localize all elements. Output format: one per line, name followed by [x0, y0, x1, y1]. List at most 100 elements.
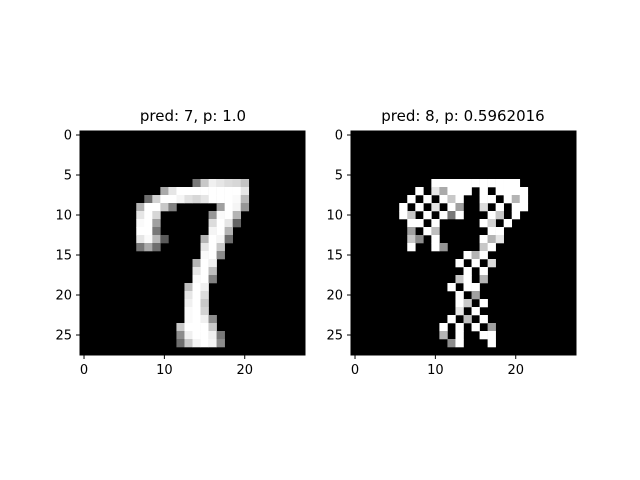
subplot-right-pixel [511, 195, 521, 204]
subplot-left-pixel [176, 195, 185, 204]
subplot-right-pixels [399, 179, 529, 348]
subplot-right-pixel [479, 235, 488, 244]
subplot-left-pixel [240, 203, 250, 212]
subplot-left-pixel [160, 203, 169, 212]
subplot-left-pixel [152, 219, 161, 228]
subplot-right-pixel [415, 219, 424, 228]
subplot-right-pixel [479, 267, 488, 276]
subplot-left-pixel [136, 227, 145, 236]
subplot-right-ticks: 0 10 20 0 5 10 15 20 25 [326, 129, 524, 379]
subplot-left-pixel [152, 211, 161, 220]
subplot-left-pixel [184, 291, 193, 300]
subplot-right-pixel [511, 211, 521, 220]
subplot-right-pixel [455, 339, 464, 348]
subplot-left-pixel [200, 235, 209, 244]
subplot-left-pixel [200, 339, 209, 348]
subplot-right-pixel [487, 227, 496, 236]
subplot-right-pixel [415, 203, 424, 212]
subplot-left-pixel [192, 259, 201, 268]
subplot-left-pixel [200, 259, 209, 268]
subplot-left-pixel [200, 179, 209, 188]
subplot-left-pixel [208, 195, 217, 204]
subplot-left-pixel [216, 251, 225, 260]
subplot-right-pixel [487, 331, 496, 340]
subplot-right-pixel [463, 299, 472, 308]
subplot-left-pixel [200, 291, 209, 300]
subplot-left-pixel [192, 307, 201, 316]
subplot-right-pixel [487, 323, 496, 332]
subplot-right-pixel [431, 219, 440, 228]
subplot-left-pixel [208, 331, 217, 340]
subplot-left-pixel [152, 243, 161, 252]
subplot-left-pixel [224, 227, 233, 236]
subplot-left-y-tick-label: 0 [64, 129, 72, 144]
subplot-left-pixel [224, 179, 233, 188]
subplot-left-pixel [192, 299, 201, 308]
subplot-left-pixel [216, 243, 225, 252]
subplot-left-pixel [136, 243, 145, 252]
subplot-left-pixel [192, 291, 201, 300]
subplot-left-pixel [192, 275, 201, 284]
subplot-right-y-tick-label: 0 [335, 129, 343, 144]
subplot-left-pixel [192, 331, 201, 340]
subplot-right-pixel [407, 243, 416, 252]
subplot-right-pixel [431, 235, 440, 244]
subplot-left-pixel [240, 187, 250, 196]
subplot-right-pixel [463, 275, 472, 284]
subplot-right-pixel [423, 195, 432, 204]
subplot-right-y-tick-label: 5 [335, 169, 343, 184]
subplot-right-pixel [455, 211, 464, 220]
subplot-right-pixel [455, 203, 464, 212]
subplot-left-pixel [152, 235, 161, 244]
subplot-right-x-tick-label: 10 [427, 363, 444, 378]
subplot-left-pixel [200, 187, 209, 196]
subplot-left-y-tick-label: 5 [64, 169, 72, 184]
subplot-right-pixel [511, 203, 521, 212]
subplot-right-pixel [399, 211, 408, 220]
subplot-right-pixel [471, 179, 480, 188]
subplot-right-pixel [423, 211, 432, 220]
subplot-right-pixel [423, 227, 432, 236]
subplot-right-pixel [479, 315, 488, 324]
subplot-left-pixel [176, 339, 185, 348]
subplot-right-pixel [447, 195, 456, 204]
subplot-right-pixel [415, 235, 424, 244]
subplot-left-pixel [160, 195, 169, 204]
subplot-right-pixel [487, 195, 496, 204]
subplot-left-pixel [184, 187, 193, 196]
subplot-left-frame [79, 130, 306, 356]
subplot-right-pixel [455, 307, 464, 316]
subplot-right-pixel [439, 243, 448, 252]
subplot-right-pixel [431, 227, 440, 236]
subplot-left-pixel [136, 235, 145, 244]
subplot-right-pixel [407, 211, 416, 220]
subplot-left-pixel [144, 195, 153, 204]
subplot-left-pixel [152, 203, 161, 212]
subplot-left-pixel [216, 235, 225, 244]
subplot-left-pixel [200, 275, 209, 284]
subplot-left-pixel [208, 211, 217, 220]
subplot-left-pixel [200, 315, 209, 324]
subplot-left-pixel [216, 331, 225, 340]
subplot-right-pixel [431, 187, 440, 196]
subplot-left-pixel [168, 195, 177, 204]
subplot-left-pixel [144, 243, 153, 252]
subplot-right-pixel [471, 291, 480, 300]
subplot-left-pixel [184, 299, 193, 308]
subplot-left-x-tick-label: 10 [156, 363, 173, 378]
subplot-left-pixels [136, 179, 250, 348]
subplot-left-pixel [216, 211, 225, 220]
subplot-left-pixel [208, 315, 217, 324]
subplot-left-pixel [200, 267, 209, 276]
subplot-right-pixel [495, 203, 504, 212]
subplot-right-pixel [447, 187, 456, 196]
subplot-right-pixel [479, 195, 488, 204]
subplot-left-pixel [192, 187, 201, 196]
subplot-right-pixel [487, 243, 496, 252]
subplot-left-pixel [208, 219, 217, 228]
subplot-right-pixel [439, 323, 448, 332]
subplot-right-pixel [455, 179, 464, 188]
subplot-right-pixel [455, 195, 464, 204]
subplot-left-pixel [224, 211, 233, 220]
